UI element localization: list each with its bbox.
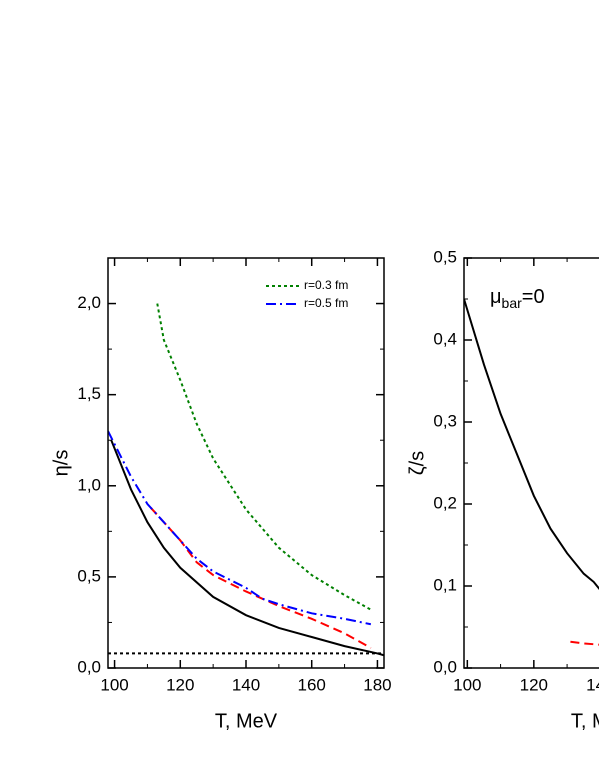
legend-label: r=0.3 fm bbox=[304, 278, 348, 292]
x-tick-label: 120 bbox=[520, 675, 548, 694]
y-tick-label: 0,4 bbox=[433, 329, 457, 348]
annotation-sub: bar bbox=[502, 295, 523, 311]
x-tick-label: 140 bbox=[232, 675, 260, 694]
annotation-rest: =0 bbox=[522, 286, 545, 308]
x-axis-label: T, MeV bbox=[571, 710, 599, 732]
y-tick-label: 0,2 bbox=[433, 493, 457, 512]
series-line bbox=[464, 298, 599, 591]
x-tick-label: 100 bbox=[453, 675, 481, 694]
y-tick-label: 2,0 bbox=[77, 293, 101, 312]
series-line bbox=[149, 506, 372, 649]
annotation-base: μ bbox=[490, 286, 502, 308]
y-axis-label: η/s bbox=[50, 450, 72, 477]
y-tick-label: 1,0 bbox=[77, 475, 101, 494]
y-axis-label: ζ/s bbox=[406, 451, 428, 475]
x-tick-label: 180 bbox=[363, 675, 391, 694]
legend-label: r=0.5 fm bbox=[304, 296, 348, 310]
y-tick-label: 0,1 bbox=[433, 575, 457, 594]
y-tick-label: 0,5 bbox=[433, 247, 457, 266]
y-tick-label: 0,3 bbox=[433, 411, 457, 430]
series-line bbox=[110, 439, 384, 657]
series-line bbox=[108, 430, 372, 626]
y-tick-label: 0,0 bbox=[433, 657, 457, 676]
x-axis-label: T, MeV bbox=[215, 710, 278, 732]
y-tick-label: 1,5 bbox=[77, 384, 101, 403]
y-tick-label: 0,0 bbox=[77, 657, 101, 676]
y-tick-label: 0,5 bbox=[77, 566, 101, 585]
x-tick-label: 100 bbox=[100, 675, 128, 694]
plot-frame bbox=[463, 257, 599, 669]
annotation: μbar=0 bbox=[490, 286, 545, 310]
x-tick-label: 120 bbox=[166, 675, 194, 694]
x-tick-label: 160 bbox=[298, 675, 326, 694]
plot-frame bbox=[107, 257, 385, 669]
series-line bbox=[570, 640, 599, 646]
x-tick-label: 140 bbox=[586, 675, 599, 694]
series-line bbox=[156, 303, 372, 611]
